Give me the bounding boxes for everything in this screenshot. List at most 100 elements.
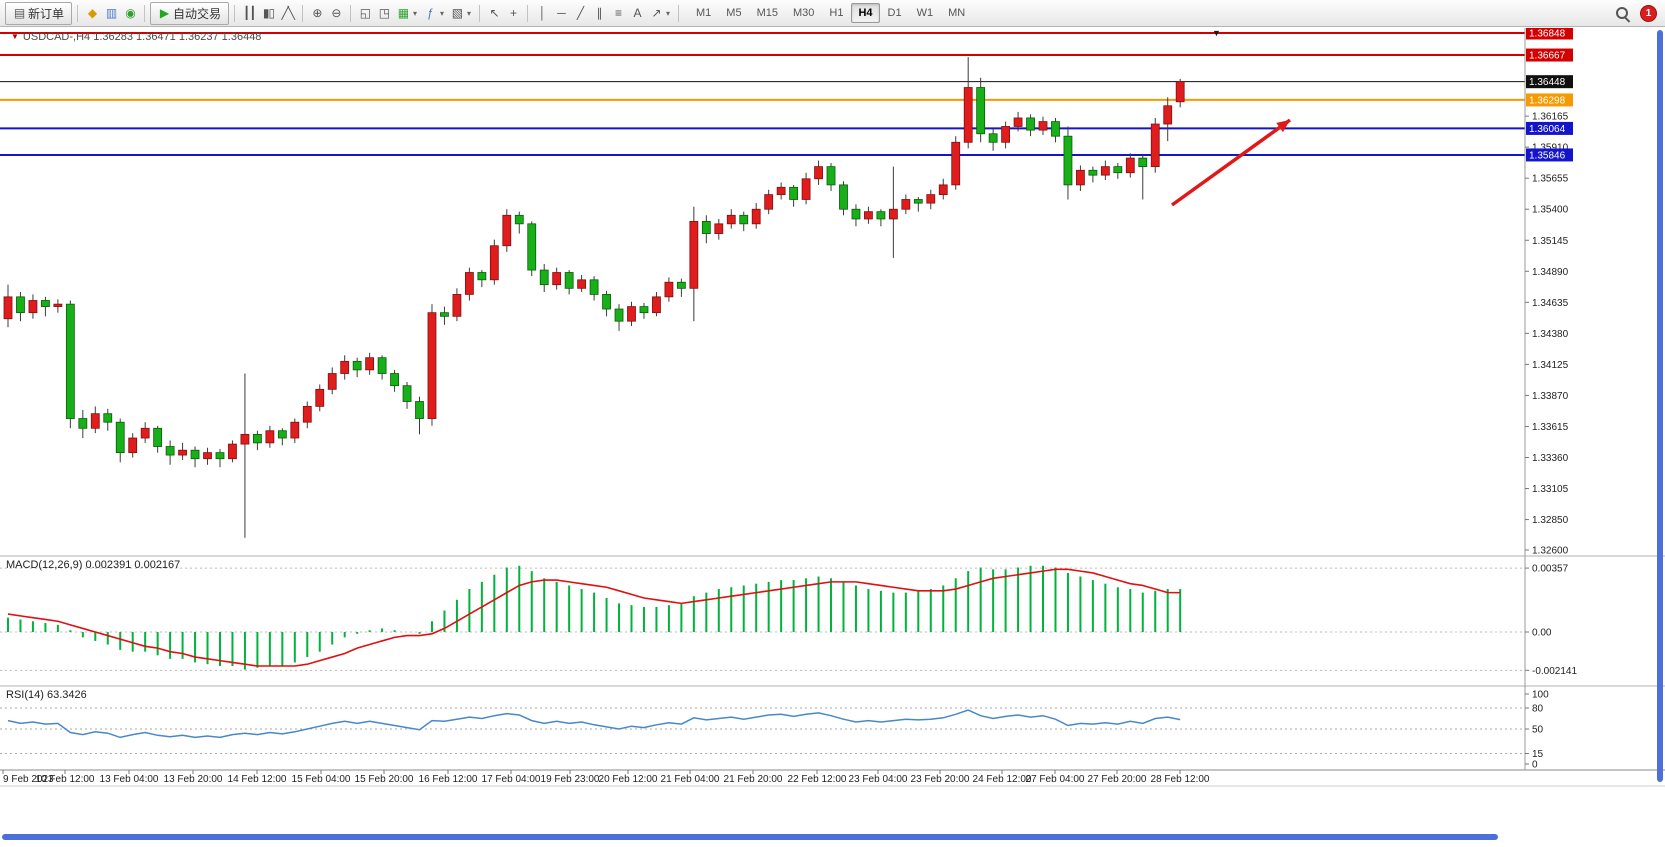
- candlestick-chart-button[interactable]: ▮▯: [259, 5, 277, 22]
- chart-profile-button[interactable]: ▧ ▾: [448, 5, 474, 22]
- dropdown-arrow-icon[interactable]: ▾: [665, 8, 670, 18]
- candle-body: [627, 306, 636, 322]
- candle-body: [701, 220, 711, 234]
- fibonacci-button[interactable]: ≡: [609, 5, 627, 22]
- rsi-panel: [0, 707, 1525, 754]
- price-tick: 1.35655: [1532, 174, 1569, 185]
- candle-body: [165, 446, 175, 456]
- arrows-tool-button[interactable]: ↗ ▾: [647, 5, 673, 22]
- chart-window[interactable]: MACD(12,26,9) 0.002391 0.002167 RSI(14) 6…: [0, 26, 1665, 842]
- crosshair-button[interactable]: +: [504, 5, 522, 22]
- rsi-label: RSI(14) 63.3426: [6, 689, 87, 701]
- timeframe-M1[interactable]: M1: [696, 7, 712, 19]
- zoom-in-button[interactable]: ⊕: [308, 5, 326, 22]
- candle-body: [1150, 123, 1160, 168]
- indicators-button[interactable]: ƒ ▾: [421, 5, 447, 22]
- price-axis[interactable]: 1.36165 1.35910 1.35655 1.35400 1.35145 1.348…: [1525, 26, 1577, 771]
- timeframe-MN[interactable]: MN: [948, 7, 966, 19]
- price-badge: [1526, 75, 1573, 89]
- new-chart-button[interactable]: ▦ ▾: [394, 5, 420, 22]
- candle-body: [28, 300, 38, 314]
- new-order-icon: ▤: [13, 5, 25, 20]
- chart-canvas[interactable]: MACD(12,26,9) 0.002391 0.002167 RSI(14) 6…: [0, 26, 1665, 842]
- candle-body: [489, 245, 499, 281]
- candle-body: [402, 385, 412, 402]
- crosshair-icon: +: [509, 5, 517, 20]
- candle-body: [976, 87, 986, 135]
- price-badge: [1526, 48, 1573, 62]
- candle-body: [714, 223, 724, 234]
- candle-body: [228, 443, 237, 460]
- market-watch-button[interactable]: ◆: [83, 5, 101, 22]
- data-window-icon: ▥: [105, 5, 117, 20]
- candle-body: [913, 199, 923, 204]
- level-lines-layer: [0, 32, 1525, 156]
- timeframe-H4[interactable]: H4: [851, 3, 880, 23]
- price-tick: 1.32850: [1532, 515, 1569, 526]
- date-label: 27 Feb 04:00: [1026, 774, 1085, 785]
- horizontal-scrollbar[interactable]: [2, 834, 1498, 840]
- candle-body: [676, 281, 686, 289]
- timeframe-H1[interactable]: H1: [829, 7, 844, 19]
- price-tick: 1.35400: [1532, 205, 1569, 216]
- dropdown-arrow-icon[interactable]: ▾: [466, 8, 471, 18]
- arrow-annotation[interactable]: [1170, 118, 1292, 207]
- price-tick: 1.33870: [1532, 391, 1569, 402]
- text-label-button[interactable]: A: [628, 5, 646, 22]
- candle-body: [764, 194, 774, 210]
- timeframe-D1[interactable]: D1: [887, 7, 902, 19]
- vertical-scrollbar[interactable]: [1657, 30, 1663, 782]
- price-tick: 1.34635: [1532, 298, 1569, 309]
- cascade-windows-button[interactable]: ◳: [375, 5, 393, 22]
- timeframe-M15[interactable]: M15: [756, 7, 778, 19]
- horizontal-line-button[interactable]: ─: [552, 5, 570, 22]
- bar-chart-button[interactable]: ┃┃: [240, 5, 258, 22]
- date-label: 17 Feb 04:00: [482, 774, 541, 785]
- price-badge: [1526, 121, 1573, 135]
- auto-trading-button[interactable]: ▶ 自动交易: [150, 1, 230, 25]
- search-icon[interactable]: [1615, 6, 1630, 21]
- toolbar-items: ▤ 新订单 ◆ ▥ ◉ ▶ 自动交易 ┃┃ ▮▯ ╱╲ ⊕ ⊖ ◱ ◳ ▦ ▾ ƒ ▾ ▧ ▾ ↖ + │ ─ ╱ ∥ ≡ A ↗ ▾: [5, 1, 683, 25]
- zoom-out-button[interactable]: ⊖: [327, 5, 345, 22]
- date-label: 14 Feb 12:00: [228, 774, 287, 785]
- chart-ohlc-text: USDCAD-,H4 1.36283 1.36471 1.36237 1.364…: [22, 31, 262, 43]
- candle-body: [452, 294, 462, 317]
- new-order-button[interactable]: ▤ 新订单: [5, 1, 73, 25]
- timeframe-M30[interactable]: M30: [792, 7, 815, 19]
- candle-body: [1113, 166, 1123, 174]
- candle-body: [427, 312, 437, 419]
- date-label: 21 Feb 20:00: [724, 774, 783, 785]
- candle-body: [16, 296, 25, 314]
- indicators-icon: ƒ: [427, 5, 434, 20]
- dropdown-arrow-icon[interactable]: ▾: [439, 8, 444, 18]
- dropdown-arrow-icon[interactable]: ▾: [412, 8, 417, 18]
- price-badge-value: 1.36298: [1529, 95, 1566, 106]
- vertical-line-button[interactable]: │: [533, 5, 551, 22]
- toolbar-separator: [301, 4, 303, 22]
- price-badge-value: 1.36064: [1529, 124, 1566, 135]
- cursor-button[interactable]: ↖: [485, 5, 503, 22]
- candle-body: [1051, 121, 1060, 137]
- price-tick: 1.34125: [1532, 360, 1569, 371]
- zoom-out-icon: ⊖: [331, 5, 341, 20]
- timeframe-W1[interactable]: W1: [916, 7, 934, 19]
- tile-windows-button[interactable]: ◱: [356, 5, 374, 22]
- candle-body: [377, 357, 387, 374]
- rsi-scale-tick: 15: [1532, 749, 1544, 760]
- date-label: 24 Feb 12:00: [973, 774, 1032, 785]
- toolbar-separator: [349, 4, 351, 22]
- navigator-button[interactable]: ◉: [121, 5, 139, 22]
- chart-profile-icon: ▧: [451, 5, 463, 20]
- line-chart-button[interactable]: ╱╲: [278, 5, 296, 22]
- candle-body: [951, 141, 961, 186]
- candle-body: [65, 303, 75, 419]
- trendline-button[interactable]: ╱: [571, 5, 589, 22]
- notification-badge[interactable]: 1: [1640, 4, 1657, 22]
- timeframe-M5[interactable]: M5: [726, 7, 742, 19]
- date-label: 13 Feb 20:00: [164, 774, 223, 785]
- channel-button[interactable]: ∥: [590, 5, 608, 22]
- candle-body: [78, 418, 88, 429]
- data-window-button[interactable]: ▥: [102, 5, 120, 22]
- chart-shift-marker-icon[interactable]: ▼: [1212, 28, 1221, 38]
